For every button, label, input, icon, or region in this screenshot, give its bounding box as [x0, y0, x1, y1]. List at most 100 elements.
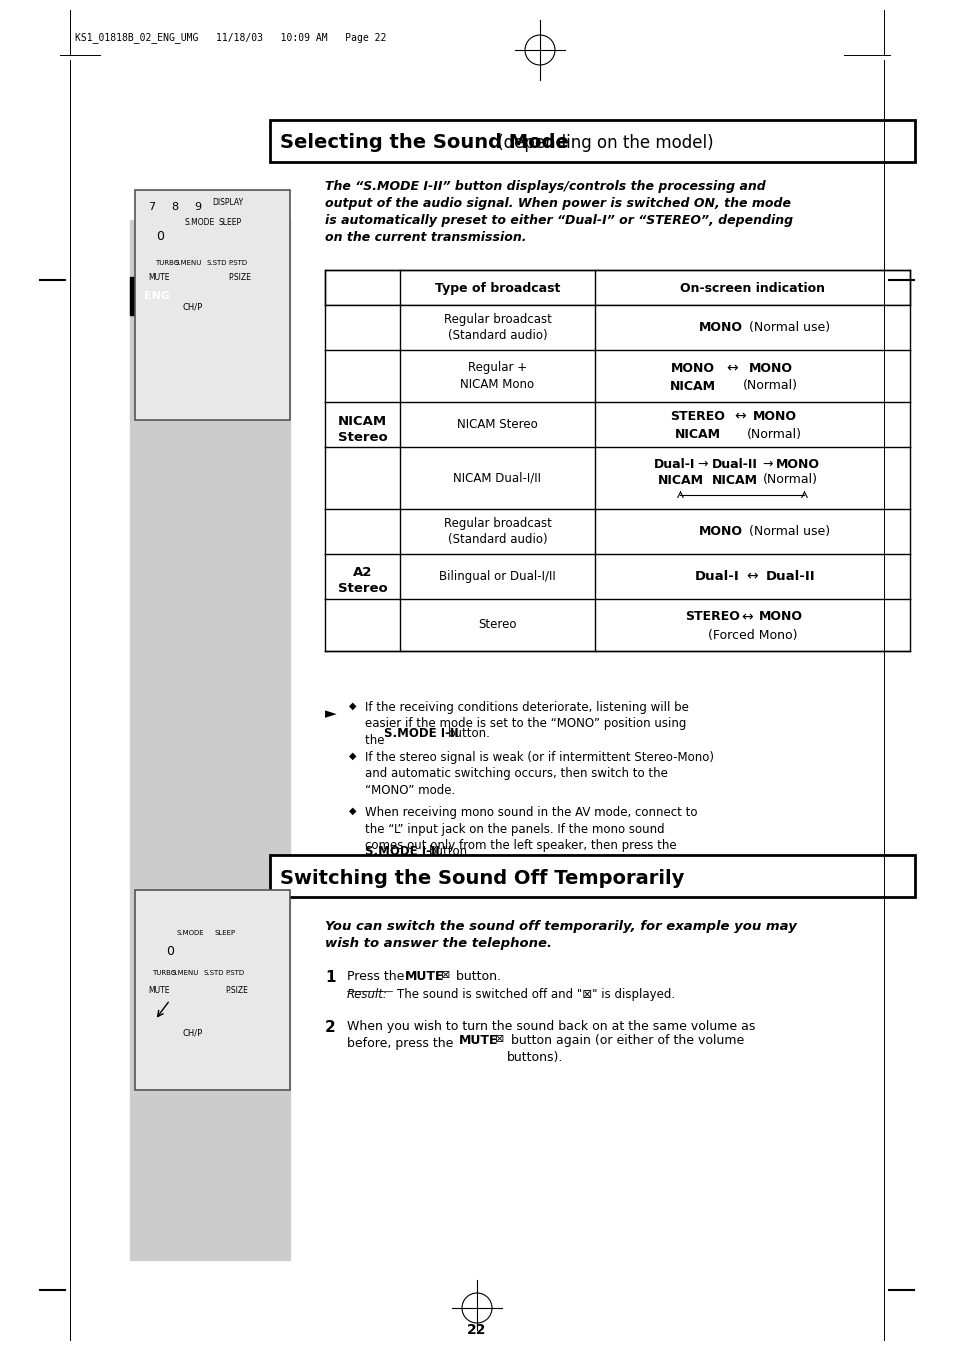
- Text: (Normal): (Normal): [746, 428, 801, 440]
- Text: MONO: MONO: [748, 362, 792, 374]
- Text: P.STD: P.STD: [225, 970, 244, 975]
- Text: S.STD: S.STD: [204, 970, 224, 975]
- Text: button.: button.: [429, 844, 472, 858]
- Text: The sound is switched off and "⊠" is displayed.: The sound is switched off and "⊠" is dis…: [396, 988, 675, 1001]
- Text: Selecting the Sound Mode: Selecting the Sound Mode: [280, 134, 568, 153]
- Bar: [325, 403, 909, 447]
- Text: (Forced Mono): (Forced Mono): [707, 628, 797, 642]
- Text: If the stereo signal is weak (or if intermittent Stereo-Mono)
and automatic swit: If the stereo signal is weak (or if inte…: [365, 751, 713, 797]
- Text: CH/P: CH/P: [183, 303, 203, 312]
- Text: P.STD: P.STD: [228, 259, 247, 266]
- Bar: [130, 277, 185, 315]
- Text: (Normal use): (Normal use): [744, 322, 830, 334]
- Text: NICAM: NICAM: [669, 380, 715, 393]
- Bar: [135, 890, 290, 1090]
- Text: (Normal use): (Normal use): [744, 526, 830, 538]
- Text: ►: ►: [325, 707, 336, 721]
- Text: NICAM
Stereo: NICAM Stereo: [337, 415, 387, 444]
- Text: ↔: ↔: [740, 611, 753, 624]
- Bar: [130, 220, 290, 1260]
- Text: button again (or either of the volume
buttons).: button again (or either of the volume bu…: [506, 1034, 743, 1063]
- Text: 2: 2: [325, 1020, 335, 1035]
- Text: 0: 0: [166, 944, 173, 958]
- Text: S.MODE I-II: S.MODE I-II: [383, 727, 458, 740]
- Text: Type of broadcast: Type of broadcast: [435, 282, 559, 295]
- Bar: [270, 855, 914, 897]
- Text: When receiving mono sound in the AV mode, connect to
the “L” input jack on the p: When receiving mono sound in the AV mode…: [365, 807, 697, 869]
- Text: (depending on the model): (depending on the model): [492, 134, 713, 153]
- Bar: [325, 447, 909, 509]
- Text: A2
Stereo: A2 Stereo: [337, 566, 387, 594]
- Text: ⊠: ⊠: [440, 970, 450, 979]
- Text: →: →: [697, 458, 707, 470]
- Text: NICAM: NICAM: [657, 473, 702, 486]
- Text: MONO: MONO: [775, 458, 819, 470]
- Text: On-screen indication: On-screen indication: [679, 282, 824, 295]
- Text: MONO: MONO: [758, 611, 801, 624]
- Text: S.STD: S.STD: [207, 259, 227, 266]
- Text: 9: 9: [194, 203, 201, 212]
- Text: S.MODE: S.MODE: [185, 218, 214, 227]
- Text: NICAM: NICAM: [674, 428, 720, 440]
- Text: ↔: ↔: [746, 570, 758, 584]
- Text: 0: 0: [156, 230, 164, 243]
- Text: ↔: ↔: [726, 361, 738, 376]
- Text: 7: 7: [149, 203, 155, 212]
- Text: Regular broadcast
(Standard audio): Regular broadcast (Standard audio): [443, 313, 551, 342]
- Text: 1: 1: [325, 970, 335, 985]
- Text: Dual-II: Dual-II: [711, 458, 757, 470]
- Text: MONO: MONO: [698, 322, 741, 334]
- Text: MUTE: MUTE: [458, 1034, 498, 1047]
- Text: Result:: Result:: [347, 988, 388, 1001]
- Text: Regular +
NICAM Mono: Regular + NICAM Mono: [460, 362, 534, 390]
- Text: P.SIZE: P.SIZE: [225, 986, 248, 994]
- Text: (Normal): (Normal): [742, 380, 797, 393]
- Bar: [325, 509, 909, 554]
- Text: Dual-I: Dual-I: [695, 570, 740, 584]
- Text: S.MENU: S.MENU: [174, 259, 202, 266]
- Text: NICAM Dual-I/II: NICAM Dual-I/II: [453, 471, 541, 485]
- Text: Dual-II: Dual-II: [765, 570, 815, 584]
- Bar: [325, 305, 909, 350]
- Text: button.: button.: [447, 727, 490, 740]
- Text: 22: 22: [467, 1323, 486, 1337]
- Text: The “S.MODE I-II” button displays/controls the processing and
output of the audi: The “S.MODE I-II” button displays/contro…: [325, 180, 792, 245]
- Text: S.MODE I-II: S.MODE I-II: [365, 844, 439, 858]
- Text: (Normal): (Normal): [762, 473, 817, 486]
- Text: NICAM Stereo: NICAM Stereo: [456, 417, 537, 431]
- Text: SLEEP: SLEEP: [218, 218, 241, 227]
- Text: 8: 8: [172, 203, 178, 212]
- Text: STEREO: STEREO: [669, 409, 724, 423]
- Text: MUTE: MUTE: [405, 970, 444, 984]
- Text: ◆: ◆: [349, 807, 356, 816]
- Text: KS1_01818B_02_ENG_UMG   11/18/03   10:09 AM   Page 22: KS1_01818B_02_ENG_UMG 11/18/03 10:09 AM …: [75, 32, 386, 43]
- Text: Bilingual or Dual-I/II: Bilingual or Dual-I/II: [438, 570, 556, 584]
- Bar: [325, 350, 909, 403]
- Text: MONO: MONO: [670, 362, 714, 374]
- Text: TURBO: TURBO: [154, 259, 179, 266]
- Text: MUTE: MUTE: [148, 986, 170, 994]
- Text: MONO: MONO: [752, 409, 796, 423]
- Bar: [270, 120, 914, 162]
- Text: DISPLAY: DISPLAY: [213, 199, 243, 207]
- Text: CH/P: CH/P: [183, 1028, 203, 1038]
- Text: SLEEP: SLEEP: [214, 929, 235, 936]
- Text: STEREO: STEREO: [684, 611, 740, 624]
- Text: ◆: ◆: [349, 751, 356, 761]
- Text: button.: button.: [452, 970, 500, 984]
- Text: Switching the Sound Off Temporarily: Switching the Sound Off Temporarily: [280, 869, 683, 888]
- Text: →: →: [761, 458, 772, 470]
- Bar: [325, 270, 909, 305]
- Text: MUTE: MUTE: [148, 273, 170, 282]
- Text: Stereo: Stereo: [477, 619, 517, 631]
- Text: Dual-I: Dual-I: [653, 458, 695, 470]
- Text: Press the: Press the: [347, 970, 408, 984]
- Text: MONO: MONO: [698, 526, 741, 538]
- Text: If the receiving conditions deteriorate, listening will be
easier if the mode is: If the receiving conditions deteriorate,…: [365, 701, 688, 747]
- Text: ⊠: ⊠: [495, 1034, 504, 1044]
- Text: NICAM: NICAM: [711, 473, 757, 486]
- Text: When you wish to turn the sound back on at the same volume as
before, press the: When you wish to turn the sound back on …: [347, 1020, 755, 1050]
- Text: Regular broadcast
(Standard audio): Regular broadcast (Standard audio): [443, 517, 551, 546]
- Text: ENG: ENG: [144, 290, 170, 301]
- Text: S.MENU: S.MENU: [172, 970, 199, 975]
